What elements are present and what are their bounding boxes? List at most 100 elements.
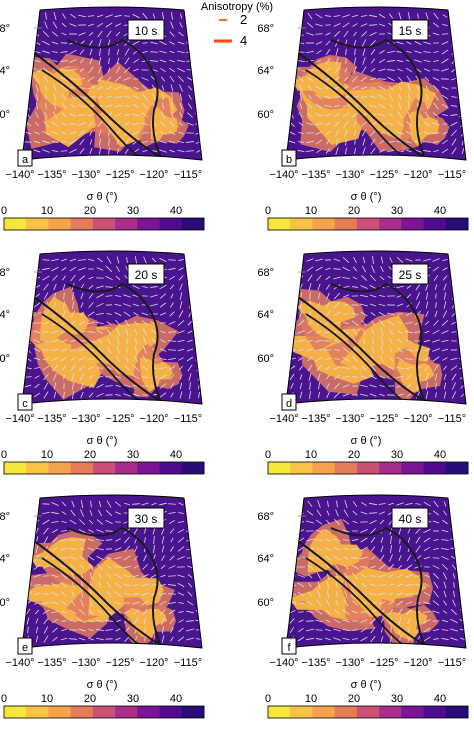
colorbar-segment xyxy=(335,706,358,718)
anisotropy-arrow xyxy=(290,556,295,560)
colorbar-segment xyxy=(48,218,71,230)
colorbar-tick-label: 0 xyxy=(265,205,271,217)
anisotropy-arrow xyxy=(288,268,295,270)
colorbar-segment xyxy=(312,462,335,474)
longitude-label: −115° xyxy=(438,413,466,425)
colorbar-segment xyxy=(424,706,447,718)
colorbar-tick-label: 40 xyxy=(170,693,182,705)
anisotropy-arrow xyxy=(290,312,294,317)
anisotropy-arrow xyxy=(189,283,191,291)
anisotropy-arrow xyxy=(124,16,130,17)
anisotropy-arrow xyxy=(26,564,31,569)
anisotropy-arrow xyxy=(195,340,203,342)
longitude-label: −115° xyxy=(174,169,202,181)
anisotropy-arrow xyxy=(460,548,465,550)
colorbar-segment xyxy=(268,462,291,474)
longitude-label: −135° xyxy=(301,413,330,425)
anisotropy-arrow xyxy=(460,77,465,81)
period-label: 30 s xyxy=(135,512,158,526)
anisotropy-arrow xyxy=(196,520,202,524)
colorbar-tick-label: 0 xyxy=(1,205,7,217)
colorbar-segment xyxy=(268,218,291,230)
anisotropy-arrow xyxy=(196,530,202,531)
colorbar-segment xyxy=(26,706,49,718)
legend-item-label: 2 xyxy=(240,12,247,27)
colorbar-segment xyxy=(115,462,138,474)
anisotropy-arrow xyxy=(127,338,128,344)
colorbar-tick-label: 20 xyxy=(84,693,96,705)
anisotropy-arrow xyxy=(26,519,30,525)
colorbar-segment xyxy=(446,218,469,230)
colorbar-segment xyxy=(312,706,335,718)
anisotropy-arrow xyxy=(28,627,29,634)
colorbar-tick-label: 40 xyxy=(170,449,182,461)
longitude-label: −115° xyxy=(438,169,466,181)
latitude-label: 64° xyxy=(0,553,10,565)
anisotropy-arrow xyxy=(459,15,467,16)
colorbar-tick-label: 20 xyxy=(348,449,360,461)
anisotropy-arrow xyxy=(292,93,293,101)
colorbar-segment xyxy=(357,462,380,474)
anisotropy-arrow xyxy=(462,49,463,54)
anisotropy-arrow xyxy=(462,40,465,46)
anisotropy-arrow xyxy=(334,359,340,360)
colorbar-segment xyxy=(290,706,313,718)
latitude-label: 64° xyxy=(257,309,274,321)
colorbar-segment xyxy=(4,218,27,230)
longitude-label: −125° xyxy=(105,413,134,425)
anisotropy-arrow xyxy=(196,565,201,569)
anisotropy-arrow xyxy=(442,34,448,35)
anisotropy-arrow xyxy=(291,538,294,543)
period-label: 10 s xyxy=(135,24,158,38)
anisotropy-arrow xyxy=(459,96,467,97)
latitude-label: 60° xyxy=(257,353,274,365)
longitude-label: −130° xyxy=(71,657,100,669)
anisotropy-arrow xyxy=(289,276,295,280)
colorbar-tick-label: 20 xyxy=(348,693,360,705)
anisotropy-arrow xyxy=(450,25,458,26)
anisotropy-arrow xyxy=(42,260,49,261)
anisotropy-arrow xyxy=(197,321,202,326)
longitude-label: −140° xyxy=(5,657,34,669)
anisotropy-arrow xyxy=(196,330,203,333)
anisotropy-arrow xyxy=(188,275,193,282)
anisotropy-arrow xyxy=(25,287,31,288)
longitude-label: −120° xyxy=(139,169,168,181)
anisotropy-arrow xyxy=(462,590,463,598)
longitude-label: −140° xyxy=(269,413,298,425)
latitude-label: 68° xyxy=(0,23,10,35)
anisotropy-arrow xyxy=(461,519,466,524)
colorbar-segment xyxy=(4,706,27,718)
period-label: 40 s xyxy=(399,512,422,526)
anisotropy-arrow xyxy=(462,500,463,508)
anisotropy-arrow xyxy=(196,14,202,19)
colorbar-tick-label: 40 xyxy=(434,205,446,217)
anisotropy-arrow xyxy=(373,338,374,345)
anisotropy-arrow xyxy=(25,61,30,62)
longitude-label: −120° xyxy=(403,657,432,669)
colorbar-tick-label: 10 xyxy=(305,449,317,461)
latitude-label: 64° xyxy=(257,65,274,77)
colorbar-segment xyxy=(290,462,313,474)
latitude-label: 60° xyxy=(257,109,274,121)
map-panel-e: 68°64°60°−140°−135°−130°−125°−120°−115°3… xyxy=(0,495,205,718)
colorbar-segment xyxy=(160,462,183,474)
anisotropy-arrow xyxy=(460,313,465,316)
colorbar-segment xyxy=(48,706,71,718)
anisotropy-arrow xyxy=(459,105,467,106)
anisotropy-arrow xyxy=(289,566,295,568)
anisotropy-arrow xyxy=(27,12,30,19)
colorbar-segment xyxy=(160,706,183,718)
anisotropy-arrow xyxy=(461,67,464,72)
anisotropy-arrow xyxy=(450,268,458,270)
anisotropy-arrow xyxy=(291,22,294,29)
colorbar-segment xyxy=(401,706,424,718)
latitude-label: 68° xyxy=(0,511,10,523)
anisotropy-arrow xyxy=(197,275,201,280)
latitude-label: 60° xyxy=(0,109,10,121)
anisotropy-arrow xyxy=(187,22,193,27)
colorbar-segment xyxy=(357,706,380,718)
anisotropy-arrow xyxy=(288,503,296,504)
anisotropy-arrow xyxy=(436,383,437,389)
